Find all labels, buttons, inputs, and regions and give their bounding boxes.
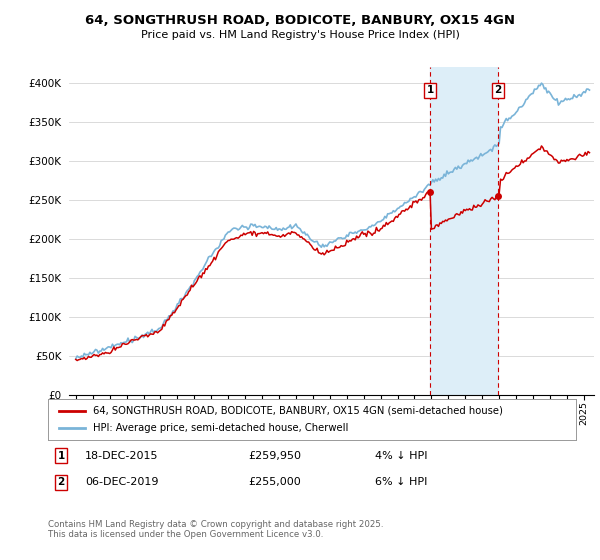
Text: 06-DEC-2019: 06-DEC-2019 [85,477,158,487]
Text: £255,000: £255,000 [248,477,301,487]
Text: 6% ↓ HPI: 6% ↓ HPI [376,477,428,487]
Text: Contains HM Land Registry data © Crown copyright and database right 2025.
This d: Contains HM Land Registry data © Crown c… [48,520,383,539]
Text: 4% ↓ HPI: 4% ↓ HPI [376,451,428,461]
Text: 64, SONGTHRUSH ROAD, BODICOTE, BANBURY, OX15 4GN (semi-detached house): 64, SONGTHRUSH ROAD, BODICOTE, BANBURY, … [93,405,503,416]
Text: 64, SONGTHRUSH ROAD, BODICOTE, BANBURY, OX15 4GN: 64, SONGTHRUSH ROAD, BODICOTE, BANBURY, … [85,14,515,27]
Text: 2: 2 [494,85,502,95]
Text: HPI: Average price, semi-detached house, Cherwell: HPI: Average price, semi-detached house,… [93,423,348,433]
Bar [430,67,498,395]
Text: Price paid vs. HM Land Registry's House Price Index (HPI): Price paid vs. HM Land Registry's House … [140,30,460,40]
Text: 2: 2 [58,477,65,487]
Text: 1: 1 [427,85,434,95]
Text: 18-DEC-2015: 18-DEC-2015 [85,451,158,461]
Text: 1: 1 [58,451,65,461]
Text: £259,950: £259,950 [248,451,302,461]
